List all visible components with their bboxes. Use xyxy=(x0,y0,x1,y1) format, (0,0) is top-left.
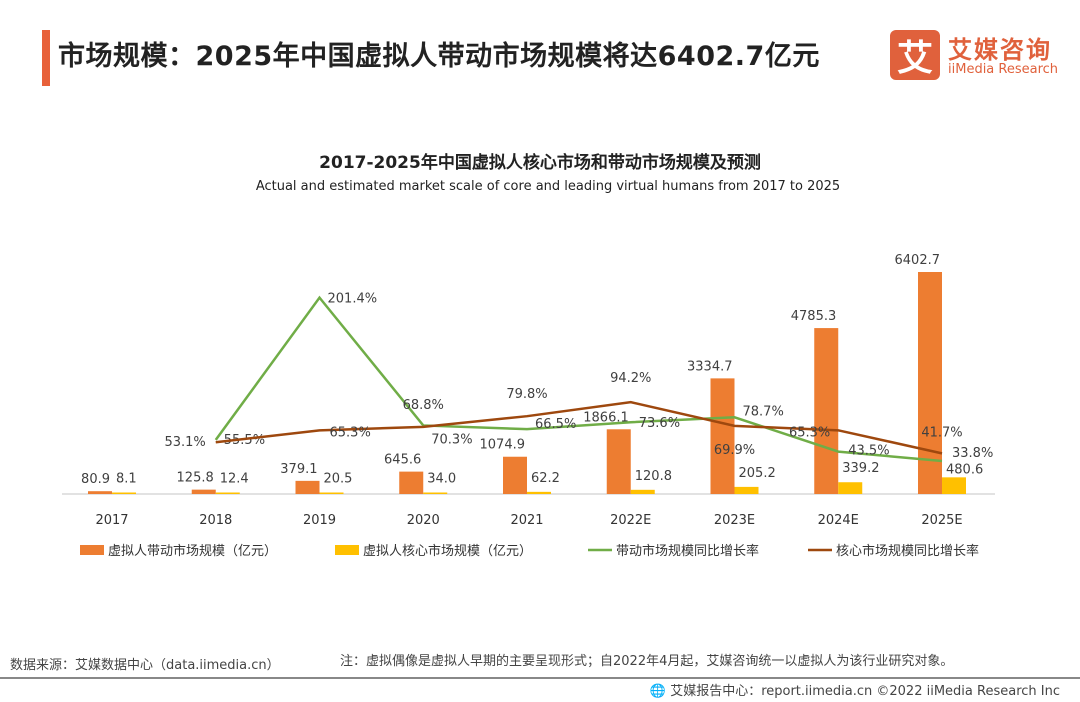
bar-label-leading: 125.8 xyxy=(177,471,214,486)
core-growth-label: 68.8% xyxy=(403,398,444,413)
core-growth-label: 53.1% xyxy=(164,435,205,450)
x-tick-label: 2023E xyxy=(714,513,755,528)
logo-name-cn: 艾媒咨询 xyxy=(948,36,1052,64)
x-tick-label: 2024E xyxy=(818,513,859,528)
globe-icon: 🌐 xyxy=(649,684,671,699)
bar-label-leading: 4785.3 xyxy=(791,309,837,324)
chart-title: 2017-2025年中国虚拟人核心市场和带动市场规模及预测 xyxy=(319,153,761,173)
bar-label-leading: 645.6 xyxy=(384,453,421,468)
x-tick-label: 2017 xyxy=(95,513,128,528)
bar-leading-market xyxy=(918,272,942,494)
logo-mark: 艾 xyxy=(890,30,940,80)
bar-label-core: 120.8 xyxy=(635,469,672,484)
bar-core-market xyxy=(838,482,863,494)
x-tick-label: 2019 xyxy=(303,513,336,528)
bar-leading-market xyxy=(503,456,527,494)
bar-core-market xyxy=(319,492,344,494)
bar-label-core: 480.6 xyxy=(946,462,983,477)
chart-subtitle: Actual and estimated market scale of cor… xyxy=(255,179,841,194)
bar-core-market xyxy=(734,486,759,494)
legend-label: 核心市场规模同比增长率 xyxy=(836,543,979,559)
bar-label-leading: 1866.1 xyxy=(583,410,629,425)
leading-growth-label: 78.7% xyxy=(743,404,784,419)
bar-label-leading: 80.9 xyxy=(81,472,110,487)
bar-core-market xyxy=(527,491,551,494)
legend-label: 带动市场规模同比增长率 xyxy=(616,543,759,559)
bar-label-core: 8.1 xyxy=(116,472,137,487)
bar-label-core: 12.4 xyxy=(220,472,249,487)
chart-note: 注：虚拟偶像是虚拟人早期的主要呈现形式；自2022年4月起，艾媒咨询统一以虚拟人… xyxy=(340,654,954,669)
bar-label-core: 205.2 xyxy=(739,466,776,481)
data-source: 数据来源：艾媒数据中心（data.iimedia.cn） xyxy=(10,658,280,673)
legend-label: 虚拟人核心市场规模（亿元） xyxy=(363,543,532,559)
core-growth-label: 94.2% xyxy=(610,371,651,386)
core-growth-line xyxy=(215,400,943,455)
legend-swatch xyxy=(80,545,104,555)
footer-report: 🌐 艾媒报告中心：report.iimedia.cn ©2022 iiMedia… xyxy=(650,680,1060,699)
bar-label-leading: 6402.7 xyxy=(895,253,941,268)
bar-leading-market xyxy=(88,491,112,494)
core-growth-label: 41.7% xyxy=(921,425,962,440)
bar-leading-market xyxy=(814,328,839,494)
bar-label-leading: 379.1 xyxy=(280,462,317,477)
bar-label-core: 20.5 xyxy=(324,472,353,487)
legend-label: 虚拟人带动市场规模（亿元） xyxy=(108,543,277,559)
bar-core-market xyxy=(942,477,966,494)
core-growth-label: 79.8% xyxy=(506,387,547,402)
bar-label-leading: 3334.7 xyxy=(687,359,733,374)
bar-leading-market xyxy=(710,378,735,494)
leading-growth-label: 43.5% xyxy=(848,444,889,459)
bar-label-core: 34.0 xyxy=(427,472,456,487)
title-accent-bar xyxy=(42,30,50,86)
bar-core-market xyxy=(630,489,655,494)
x-tick-label: 2021 xyxy=(510,513,543,528)
bar-leading-market xyxy=(295,480,320,494)
footer-divider xyxy=(0,677,1080,679)
bar-core-market xyxy=(423,492,448,494)
legend-swatch xyxy=(335,545,359,555)
bar-leading-market xyxy=(606,429,631,494)
core-growth-label: 65.3% xyxy=(789,425,830,440)
x-tick-label: 2020 xyxy=(407,513,440,528)
bar-label-leading: 1074.9 xyxy=(480,438,526,453)
leading-growth-label: 66.5% xyxy=(535,417,576,432)
x-tick-label: 2022E xyxy=(610,513,651,528)
footer-report-text: 艾媒报告中心：report.iimedia.cn ©2022 iiMedia R… xyxy=(670,684,1060,699)
x-tick-label: 2025E xyxy=(921,513,962,528)
x-tick-label: 2018 xyxy=(199,513,232,528)
leading-growth-label: 201.4% xyxy=(328,292,378,307)
leading-growth-line xyxy=(214,295,943,463)
leading-growth-label: 33.8% xyxy=(952,446,993,461)
bar-leading-market xyxy=(399,471,424,494)
core-growth-label: 65.3% xyxy=(330,425,371,440)
bar-label-core: 339.2 xyxy=(842,461,879,476)
leading-growth-label: 70.3% xyxy=(431,432,472,447)
leading-growth-label: 73.6% xyxy=(639,416,680,431)
bar-label-core: 62.2 xyxy=(531,471,560,486)
bar-core-market xyxy=(112,492,136,494)
core-growth-label: 69.9% xyxy=(714,443,755,458)
logo-mark-text: 艾 xyxy=(896,38,933,79)
bar-core-market xyxy=(215,492,240,494)
bar-leading-market xyxy=(191,489,216,494)
page-title: 市场规模：2025年中国虚拟人带动市场规模将达6402.7亿元 xyxy=(58,41,820,72)
logo-name-en: iiMedia Research xyxy=(948,62,1059,77)
